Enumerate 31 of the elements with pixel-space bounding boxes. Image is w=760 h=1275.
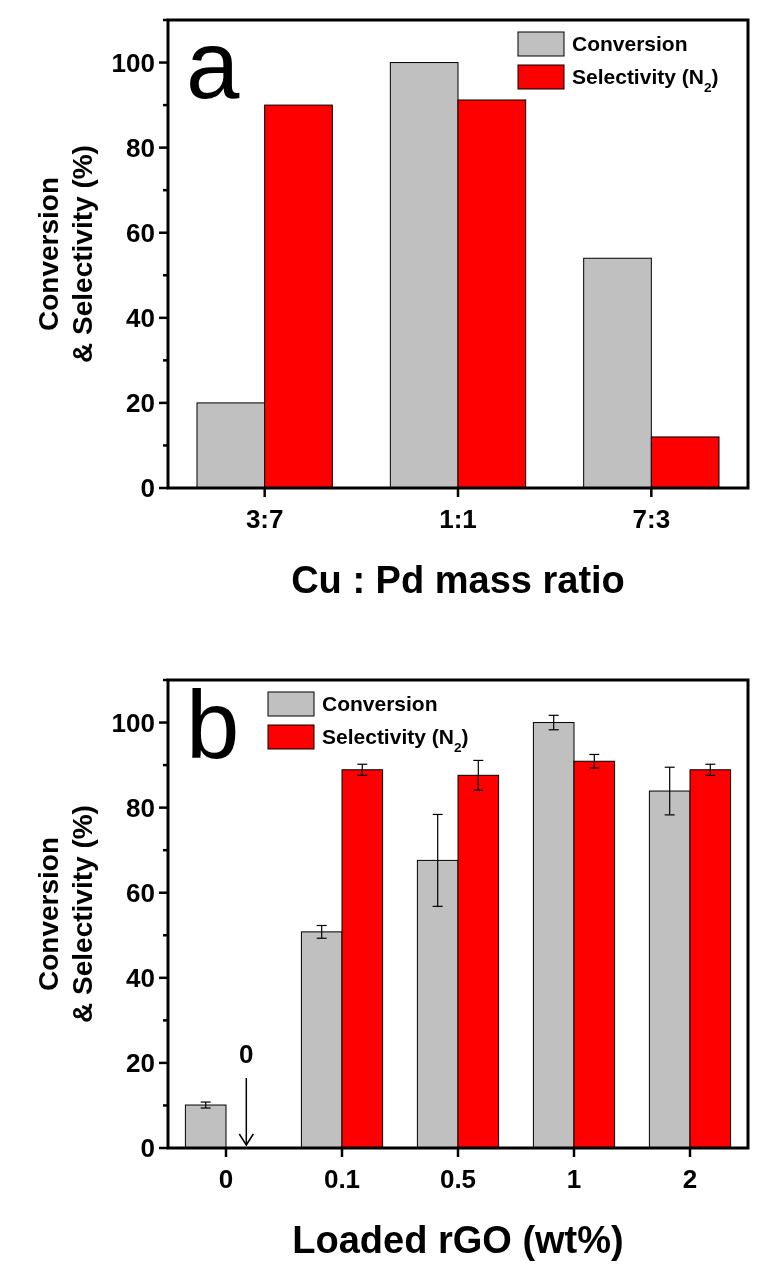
- legend-label: Selectivity (N$_{2}$): [322, 725, 469, 755]
- annotation: 0: [239, 1039, 254, 1069]
- y-tick-label: 20: [126, 388, 155, 419]
- x-tick-label: 0.5: [439, 1164, 477, 1194]
- y-axis-title: Conversion & Selectivity (%): [33, 805, 98, 1023]
- x-axis-title: Cu : Pd mass ratio: [291, 559, 625, 601]
- y-tick-label: 100: [111, 707, 155, 738]
- y-tick-label: 80: [126, 132, 155, 163]
- x-tick-label: 0.1: [323, 1164, 361, 1194]
- y-tick-label: 40: [126, 962, 155, 993]
- x-tick-label: 2: [682, 1164, 698, 1194]
- y-tick-label: 20: [126, 1048, 155, 1079]
- x-axis-title: Loaded rGO (wt%): [292, 1219, 624, 1261]
- legend-label: Conversion: [572, 32, 688, 56]
- x-tick-label: 7:3: [632, 504, 671, 534]
- y-tick-label: 60: [126, 217, 155, 248]
- legend-label: Conversion: [322, 692, 438, 716]
- y-tick-label: 80: [126, 792, 155, 823]
- y-axis-title: Conversion & Selectivity (%): [33, 145, 98, 363]
- x-tick-label: 0: [218, 1164, 234, 1194]
- y-tick-label: 0: [140, 1133, 155, 1164]
- y-tick-label: 60: [126, 877, 155, 908]
- x-tick-label: 3:7: [245, 504, 284, 534]
- chart-title: b: [186, 671, 240, 778]
- x-tick-label: 1:1: [439, 504, 477, 534]
- chart-title: a: [186, 11, 240, 118]
- legend-label: Selectivity (N$_{2}$): [572, 65, 719, 95]
- y-tick-label: 40: [126, 302, 155, 333]
- y-tick-label: 0: [140, 473, 155, 504]
- x-tick-label: 1: [566, 1164, 582, 1194]
- y-tick-label: 100: [111, 47, 155, 78]
